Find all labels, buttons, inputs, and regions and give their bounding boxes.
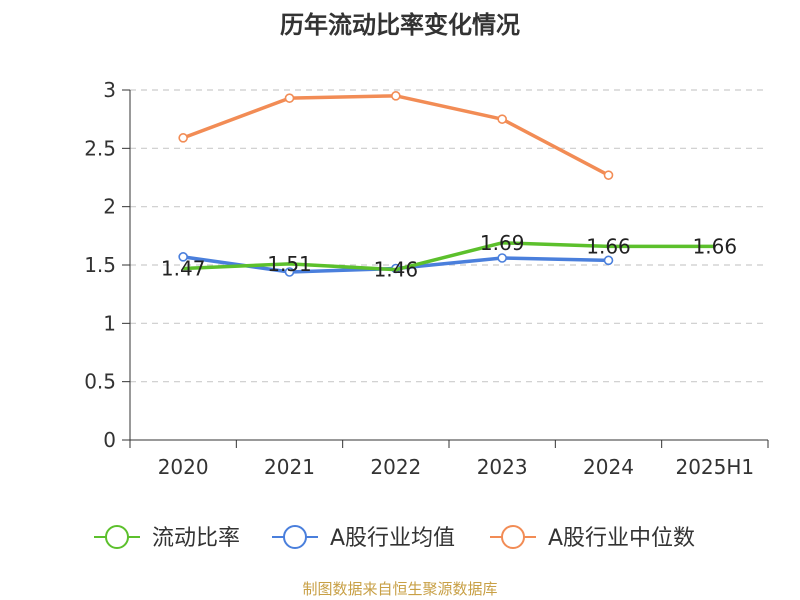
- y-tick-label: 2.5: [84, 136, 116, 160]
- legend-label-0: 流动比率: [152, 526, 240, 551]
- y-tick-label: 1: [103, 311, 116, 335]
- series-point-2: [284, 93, 295, 103]
- grid-layer: [130, 89, 768, 383]
- y-tick-label: 3: [103, 78, 116, 102]
- legend-label-2: A股行业中位数: [548, 526, 695, 551]
- series-point-1: [284, 267, 295, 277]
- series-point-2: [391, 91, 401, 101]
- series-point-1: [497, 253, 507, 263]
- legend-marker-2: [501, 525, 525, 549]
- series-point-1: [178, 252, 188, 262]
- series-line-2: [182, 94, 610, 177]
- x-tick-label: 2021: [264, 455, 315, 479]
- series-line-0: [183, 241, 715, 272]
- y-tick-label: 0: [103, 428, 116, 452]
- y-tick-label: 2: [103, 195, 116, 219]
- label-layer: 1.47 1.51 1.46 1.69 1.66 1.66: [161, 231, 737, 282]
- axis-layer: 0 0.5 1 1.5 2 2.5 3 2020 2021 2022 2023 2024 2025H1: [84, 78, 769, 479]
- data-label: 1.51: [267, 252, 312, 276]
- data-label: 1.69: [480, 231, 525, 255]
- series-point-1: [603, 255, 614, 266]
- data-label: 1.66: [693, 234, 738, 258]
- series-point-2: [603, 170, 614, 180]
- source-note: 制图数据来自恒生聚源数据库: [302, 580, 498, 598]
- series-layer: [178, 91, 715, 277]
- chart-title: 历年流动比率变化情况: [280, 11, 520, 39]
- legend-marker-0: [105, 525, 129, 549]
- series-point-2: [497, 114, 507, 124]
- series-point-2: [178, 133, 188, 143]
- legend: 流动比率 A股行业均值 A股行业中位数: [94, 525, 695, 551]
- data-label: 1.46: [374, 258, 419, 282]
- x-tick-label: 2020: [158, 455, 209, 479]
- legend-label-1: A股行业均值: [330, 526, 455, 551]
- data-label: 1.47: [161, 257, 206, 281]
- legend-marker-1: [283, 525, 307, 549]
- y-tick-label: 1.5: [84, 253, 116, 277]
- y-tick-label: 0.5: [84, 370, 116, 394]
- x-tick-label: 2022: [370, 455, 421, 479]
- x-tick-label: 2023: [477, 455, 528, 479]
- data-label: 1.66: [586, 234, 631, 258]
- x-tick-label: 2025H1: [675, 455, 754, 479]
- x-tick-label: 2024: [583, 455, 634, 479]
